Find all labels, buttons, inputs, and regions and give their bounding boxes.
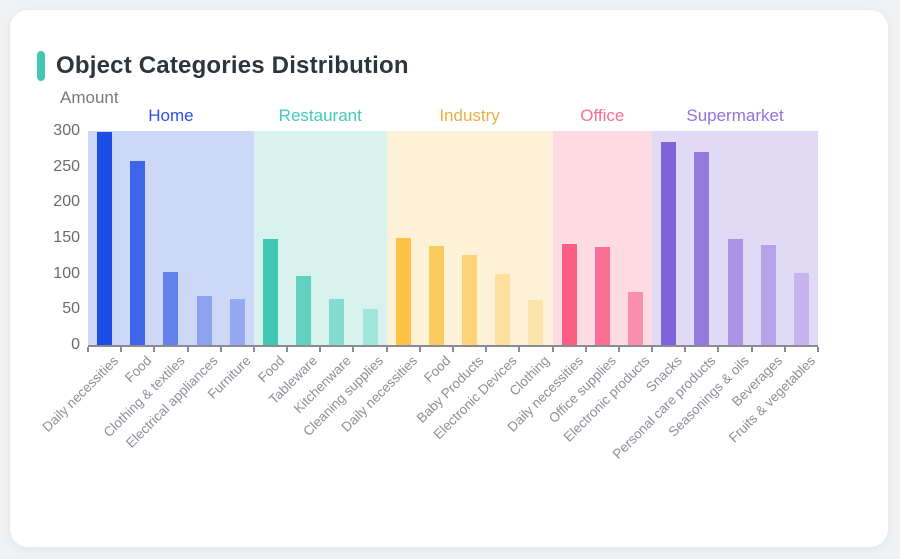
- x-axis-tick: [684, 347, 687, 352]
- bar-office-office-supplies[interactable]: [594, 246, 610, 345]
- x-axis-tick: [584, 347, 587, 352]
- y-axis-label: 250: [53, 157, 80, 175]
- group-title-restaurant: Restaurant: [278, 106, 362, 125]
- card-header: Object Categories Distribution: [37, 50, 409, 82]
- y-axis-label: 150: [53, 229, 80, 246]
- page-title: Object Categories Distribution: [56, 52, 409, 79]
- x-axis-tick: [717, 347, 720, 352]
- group-title-home: Home: [148, 106, 194, 125]
- x-axis-tick: [385, 347, 388, 352]
- x-axis-tick: [485, 347, 488, 352]
- x-axis-tick: [817, 347, 819, 352]
- bar-industry-food[interactable]: [428, 245, 444, 345]
- x-axis-tick: [783, 347, 786, 352]
- y-axis-label: 50: [62, 300, 80, 318]
- bar-home-electrical-appliances[interactable]: [196, 295, 212, 345]
- group-title-supermarket: Supermarket: [686, 106, 784, 125]
- x-axis-tick: [186, 347, 189, 352]
- group-title-industry: Industry: [439, 106, 500, 125]
- x-axis-tick: [418, 347, 421, 352]
- bar-restaurant-kitchenware[interactable]: [329, 298, 345, 345]
- bar-restaurant-cleaning-supplies[interactable]: [362, 308, 378, 345]
- x-axis-tick: [219, 347, 222, 352]
- bar-office-daily-necessities[interactable]: [561, 243, 577, 345]
- bar-supermarket-seasonings-oils[interactable]: [727, 239, 743, 345]
- x-axis-tick: [286, 347, 289, 352]
- bar-restaurant-tableware[interactable]: [296, 275, 312, 345]
- y-axis-label: 100: [53, 264, 80, 282]
- bar-supermarket-personal-care-products[interactable]: [694, 151, 710, 345]
- x-axis-tick: [319, 347, 322, 352]
- y-axis-label: 200: [53, 193, 80, 211]
- bar-supermarket-snacks[interactable]: [661, 142, 677, 345]
- x-axis-tick: [551, 347, 554, 352]
- x-axis-tick: [651, 347, 654, 352]
- chart-area: 0 50 100 150 200 250 300 Home Daily necessities F…: [10, 10, 888, 547]
- y-axis-title: Amount: [60, 88, 119, 107]
- x-axis-tick: [352, 347, 355, 352]
- bar-industry-electronic-devices[interactable]: [495, 274, 511, 345]
- y-axis-label: 300: [53, 122, 80, 139]
- x-axis-tick: [518, 347, 521, 352]
- x-axis-line: [88, 345, 818, 347]
- bar-industry-baby-products[interactable]: [462, 255, 478, 345]
- title-accent-bar: [37, 51, 45, 81]
- x-axis-tick: [617, 347, 620, 352]
- x-axis-tick: [750, 347, 753, 352]
- bar-home-clothing-textiles[interactable]: [163, 272, 179, 345]
- x-axis-tick: [252, 347, 255, 352]
- bar-office-electronic-products[interactable]: [628, 292, 643, 345]
- group-title-office: Office: [580, 106, 625, 125]
- bar-home-food[interactable]: [130, 160, 146, 345]
- bar-industry-clothing[interactable]: [528, 300, 544, 345]
- x-axis-tick: [120, 347, 123, 352]
- bar-supermarket-fruits-vegetables[interactable]: [793, 272, 809, 345]
- x-axis-tick: [452, 347, 454, 352]
- bar-restaurant-food[interactable]: [263, 238, 278, 345]
- bar-supermarket-beverages[interactable]: [760, 245, 776, 345]
- chart-card: Object Categories Distribution Amount 0 5…: [10, 10, 888, 547]
- bar-home-furniture[interactable]: [229, 299, 245, 345]
- x-axis-tick: [87, 347, 89, 352]
- bar-industry-daily-necessities[interactable]: [395, 238, 411, 345]
- y-axis-label: 0: [71, 336, 80, 353]
- bar-home-daily-necessities[interactable]: [97, 132, 113, 345]
- x-axis-tick: [153, 347, 156, 352]
